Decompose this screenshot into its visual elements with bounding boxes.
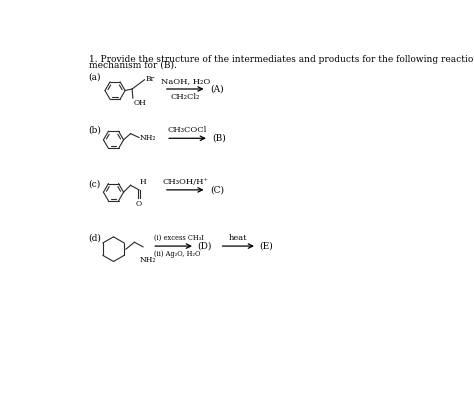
Text: Br: Br <box>145 75 155 83</box>
Text: 1. Provide the structure of the intermediates and products for the following rea: 1. Provide the structure of the intermed… <box>89 55 474 64</box>
Text: (i) excess CH₃I: (i) excess CH₃I <box>154 234 204 242</box>
Text: NH₂: NH₂ <box>140 256 156 264</box>
Text: (b): (b) <box>89 126 101 135</box>
Text: (a): (a) <box>89 72 101 81</box>
Text: NaOH, H₂O: NaOH, H₂O <box>161 77 210 85</box>
Text: CH₂Cl₂: CH₂Cl₂ <box>171 93 200 101</box>
Text: OH: OH <box>134 99 146 107</box>
Text: mechanism for (B).: mechanism for (B). <box>89 60 177 69</box>
Text: CH₃OH/H⁺: CH₃OH/H⁺ <box>162 178 208 186</box>
Text: (A): (A) <box>210 84 224 93</box>
Text: (ii) Ag₂O, H₂O: (ii) Ag₂O, H₂O <box>154 250 201 258</box>
Text: (d): (d) <box>89 234 101 243</box>
Text: O: O <box>136 200 142 208</box>
Text: (D): (D) <box>197 242 211 251</box>
Text: (C): (C) <box>210 185 224 194</box>
Text: H: H <box>140 178 146 186</box>
Text: (B): (B) <box>213 134 227 143</box>
Text: (E): (E) <box>259 242 273 251</box>
Text: CH₃COCl: CH₃COCl <box>168 126 207 134</box>
Text: heat: heat <box>229 234 247 242</box>
Text: NH₂: NH₂ <box>140 133 156 142</box>
Text: (c): (c) <box>89 180 101 189</box>
